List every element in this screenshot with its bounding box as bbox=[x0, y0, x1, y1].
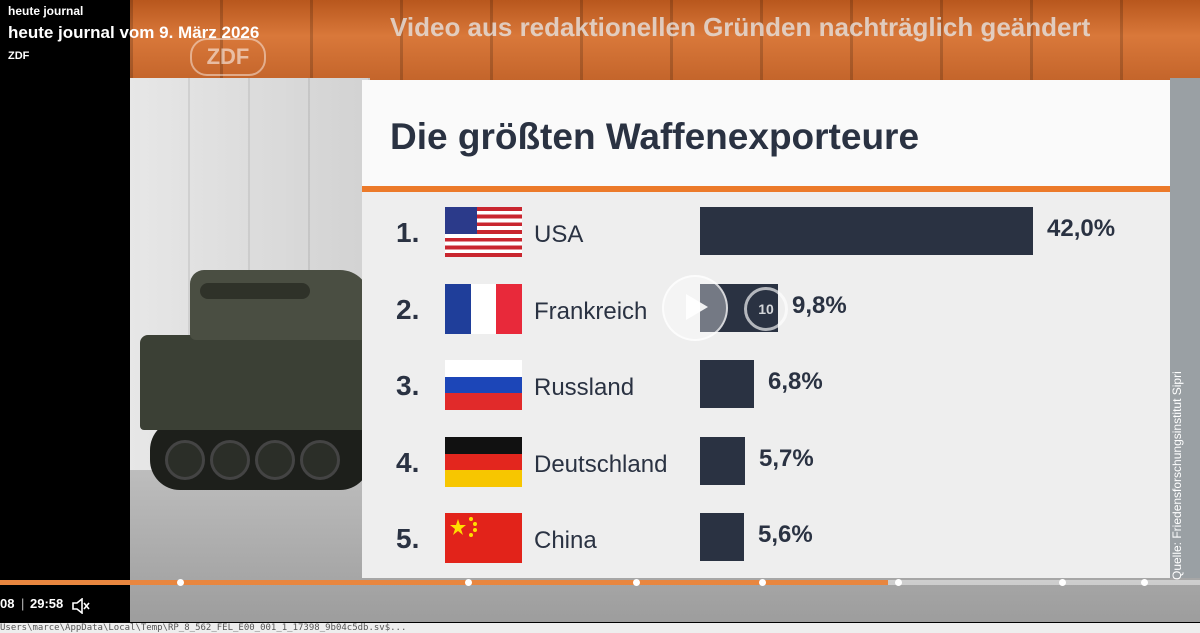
chapter-marker[interactable] bbox=[177, 579, 184, 586]
accent-rule bbox=[362, 186, 1170, 192]
hall-roof bbox=[130, 0, 1200, 80]
value-label: 9,8% bbox=[792, 292, 847, 319]
chapter-marker[interactable] bbox=[759, 579, 766, 586]
edited-notice: Video aus redaktionellen Gründen nachträ… bbox=[390, 12, 1091, 42]
ranking-row: 1. USA 42,0% bbox=[362, 207, 1170, 267]
chapter-marker[interactable] bbox=[894, 579, 902, 586]
country-label: Deutschland bbox=[534, 451, 668, 478]
tank-turret bbox=[190, 270, 370, 340]
zdf-logo: ZDF bbox=[190, 38, 266, 76]
episode-info-panel: heute journal ZDF bbox=[0, 0, 130, 633]
ranking-row: 5. China 5,6% bbox=[362, 513, 1170, 573]
rank-label: 4. bbox=[396, 447, 420, 478]
rank-label: 2. bbox=[396, 294, 420, 325]
value-label: 6,8% bbox=[768, 368, 823, 395]
background-hall-right bbox=[1170, 78, 1200, 578]
usa-flag-icon bbox=[445, 207, 522, 257]
chapter-marker[interactable] bbox=[632, 579, 640, 586]
card-header: Die größten Waffenexporteure bbox=[362, 80, 1170, 186]
duration: 29:58 bbox=[30, 596, 64, 611]
value-label: 5,7% bbox=[759, 445, 814, 472]
chapter-marker[interactable] bbox=[464, 579, 472, 586]
infographic-title: Die größten Waffenexporteure bbox=[390, 116, 920, 157]
source-credit: Quelle: Friedensforschungsinstitut Sipri bbox=[1170, 371, 1184, 580]
germany-flag-icon bbox=[445, 437, 522, 487]
tank-wheel bbox=[255, 440, 295, 480]
china-flag-icon bbox=[445, 513, 522, 563]
speaker-muted-icon bbox=[72, 597, 90, 615]
tank-wheel bbox=[300, 440, 340, 480]
chapter-marker[interactable] bbox=[1140, 579, 1148, 586]
russia-flag-icon bbox=[445, 360, 522, 410]
video-frame[interactable]: ZDF Video aus redaktionellen Gründen nac… bbox=[130, 0, 1200, 622]
play-button[interactable] bbox=[662, 275, 728, 341]
france-flag-icon bbox=[445, 284, 522, 334]
show-name-small: heute journal bbox=[8, 4, 84, 18]
play-icon bbox=[686, 294, 708, 320]
episode-title: heute journal vom 9. März 2026 bbox=[8, 23, 260, 42]
tank-hull bbox=[140, 335, 380, 430]
tank-gun bbox=[200, 283, 310, 299]
current-time: 08 bbox=[0, 596, 15, 611]
value-label: 5,6% bbox=[758, 521, 813, 548]
bar bbox=[700, 513, 744, 561]
rank-label: 3. bbox=[396, 370, 420, 401]
ranking-row: 3. Russland 6,8% bbox=[362, 360, 1170, 420]
status-path: Users\marce\AppData\Local\Temp\RP_8_562_… bbox=[0, 623, 1200, 633]
country-label: Russland bbox=[534, 374, 635, 401]
tank-wheel bbox=[165, 440, 205, 480]
value-label: 42,0% bbox=[1047, 215, 1116, 242]
seek-progress bbox=[0, 580, 888, 585]
ranking-row: 4. Deutschland 5,7% bbox=[362, 437, 1170, 497]
bar bbox=[700, 437, 745, 485]
roof-beams bbox=[130, 0, 1200, 80]
chapter-marker[interactable] bbox=[1059, 579, 1066, 586]
mute-button[interactable] bbox=[72, 597, 90, 619]
tank-wheel bbox=[210, 440, 250, 480]
seek-bar[interactable] bbox=[0, 579, 1200, 586]
bar bbox=[700, 360, 754, 408]
broadcaster-label: ZDF bbox=[8, 50, 30, 62]
rank-label: 5. bbox=[396, 523, 420, 554]
country-label: Frankreich bbox=[534, 298, 648, 325]
skip-forward-button[interactable]: 10 bbox=[744, 287, 788, 331]
rank-label: 1. bbox=[396, 217, 420, 248]
country-label: China bbox=[534, 527, 597, 554]
country-label: USA bbox=[534, 221, 584, 248]
time-separator: | bbox=[21, 596, 25, 611]
bar bbox=[700, 207, 1033, 255]
